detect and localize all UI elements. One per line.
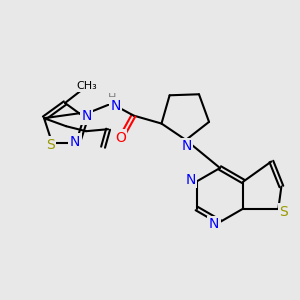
- Text: H: H: [108, 93, 117, 103]
- Text: O: O: [115, 130, 126, 145]
- Text: CH₃: CH₃: [76, 81, 98, 91]
- Text: N: N: [182, 139, 192, 153]
- Text: N: N: [110, 99, 121, 112]
- Text: N: N: [209, 217, 219, 231]
- Text: N: N: [82, 109, 92, 123]
- Text: S: S: [46, 138, 54, 152]
- Text: N: N: [70, 135, 80, 149]
- Text: N: N: [185, 172, 196, 187]
- Text: S: S: [279, 205, 288, 218]
